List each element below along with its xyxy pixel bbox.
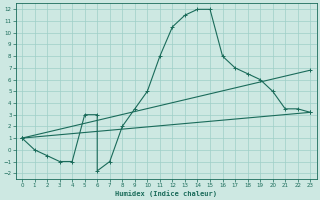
X-axis label: Humidex (Indice chaleur): Humidex (Indice chaleur) [115,190,217,197]
